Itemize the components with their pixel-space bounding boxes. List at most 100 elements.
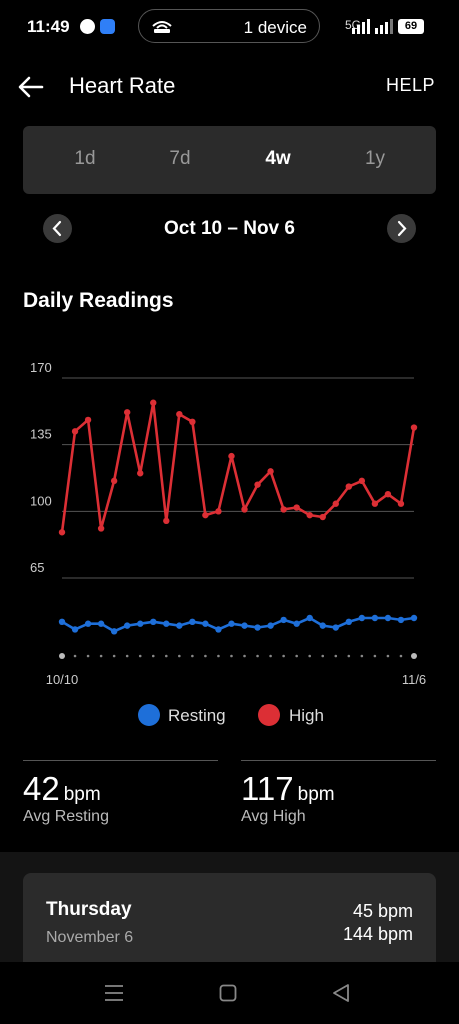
card-resting-bpm: 45 bpm xyxy=(352,901,413,921)
data-point-resting xyxy=(202,620,209,627)
x-axis-dot xyxy=(230,654,233,658)
data-point-resting xyxy=(319,622,326,629)
status-bar: 11:49 1 device 5G 69 xyxy=(0,0,459,52)
data-point-resting xyxy=(267,622,274,629)
y-tick-label: 65 xyxy=(30,560,44,575)
hotspot-pill[interactable]: 1 device xyxy=(138,9,320,43)
data-point-high xyxy=(397,500,405,507)
avg-high-label: Avg High xyxy=(241,808,306,825)
data-point-resting xyxy=(371,614,379,622)
data-point-high xyxy=(306,511,313,519)
data-point-resting xyxy=(110,628,118,635)
x-end-label: 11/6 xyxy=(402,672,426,687)
data-point-resting xyxy=(241,622,248,629)
data-point-resting xyxy=(228,620,235,627)
back-nav-icon[interactable] xyxy=(332,983,350,1003)
data-point-resting xyxy=(384,614,392,622)
data-point-high xyxy=(254,481,261,488)
data-point-high xyxy=(176,410,183,418)
x-axis-dot xyxy=(399,654,403,658)
data-point-high xyxy=(202,511,209,519)
avg-resting-label: Avg Resting xyxy=(23,808,109,825)
back-arrow-icon[interactable] xyxy=(16,72,46,102)
avg-resting-value: 42 bpm xyxy=(23,770,101,808)
data-point-high xyxy=(123,409,131,416)
data-point-high xyxy=(267,468,274,475)
data-point-high xyxy=(189,418,196,426)
series-line-resting xyxy=(61,616,415,633)
hotspot-text: 1 device xyxy=(243,18,307,37)
data-point-resting xyxy=(58,618,66,626)
data-point-resting xyxy=(137,620,144,627)
signal-icon-2 xyxy=(375,19,393,34)
divider xyxy=(23,760,218,761)
heart-rate-chart[interactable]: 65 100 135 170 10/10 11/6 xyxy=(0,340,459,700)
range-tabs: 1d 7d 4w 1y xyxy=(23,126,436,194)
data-point-high xyxy=(384,490,392,498)
data-point-resting xyxy=(71,626,79,633)
data-point-resting xyxy=(345,618,353,626)
data-point-high xyxy=(345,483,353,490)
tab-4w[interactable]: 4w xyxy=(265,148,291,169)
data-point-high xyxy=(84,416,92,424)
recent-apps-icon[interactable] xyxy=(104,984,124,1002)
x-axis-dot xyxy=(411,653,417,659)
x-axis-dot xyxy=(373,654,377,658)
x-axis-dot xyxy=(217,654,220,658)
data-point-resting xyxy=(97,620,105,627)
data-point-resting xyxy=(306,614,313,622)
data-point-high xyxy=(163,517,170,525)
x-axis-dot xyxy=(295,654,298,658)
next-range-button[interactable] xyxy=(387,214,416,243)
legend-resting-label: Resting xyxy=(168,706,226,725)
tab-1d[interactable]: 1d xyxy=(74,148,96,169)
x-axis-dot xyxy=(125,654,129,658)
legend-high-label: High xyxy=(289,706,324,725)
x-axis-dot xyxy=(204,654,207,658)
card-day: Thursday xyxy=(46,899,132,920)
x-axis-dot xyxy=(99,654,103,658)
x-axis-dot xyxy=(59,653,65,659)
x-axis-dot xyxy=(86,654,90,658)
x-axis-dot xyxy=(243,654,246,658)
section-title: Daily Readings xyxy=(23,289,174,312)
x-axis-dot xyxy=(73,654,77,658)
x-axis-dot xyxy=(360,654,364,658)
system-navigation-bar xyxy=(0,962,459,1024)
hotspot-icon xyxy=(152,21,172,33)
tab-1y[interactable]: 1y xyxy=(364,148,386,169)
x-axis-dot xyxy=(386,654,390,658)
x-axis-dot xyxy=(282,654,285,658)
data-point-high xyxy=(358,477,366,485)
date-range: Oct 10 – Nov 6 xyxy=(164,218,295,239)
data-point-resting xyxy=(176,622,183,629)
x-axis-dot xyxy=(321,654,325,658)
data-point-high xyxy=(371,500,379,507)
x-axis-dot xyxy=(151,654,155,658)
data-point-high xyxy=(319,513,326,521)
data-point-high xyxy=(58,529,66,536)
x-axis-dot xyxy=(256,654,259,658)
x-axis-dot xyxy=(191,654,194,658)
data-point-resting xyxy=(84,620,92,627)
x-axis-dot xyxy=(178,654,181,658)
data-point-resting xyxy=(280,616,287,624)
help-button[interactable]: HELP xyxy=(386,75,436,95)
y-tick-label: 135 xyxy=(30,427,52,442)
data-point-high xyxy=(410,424,418,431)
data-point-high xyxy=(97,525,105,532)
series-line-high xyxy=(60,401,416,533)
data-point-resting xyxy=(150,618,157,626)
tab-7d[interactable]: 7d xyxy=(169,148,191,169)
card-date: November 6 xyxy=(46,929,134,946)
data-point-high xyxy=(280,506,287,513)
signal-icon xyxy=(352,19,370,34)
home-icon[interactable] xyxy=(219,984,237,1002)
x-axis-dot xyxy=(269,654,272,658)
data-point-resting xyxy=(293,620,300,627)
previous-range-button[interactable] xyxy=(43,214,72,243)
app-notification-icon xyxy=(100,19,115,34)
x-axis-dot xyxy=(138,654,142,658)
page-title: Heart Rate xyxy=(69,73,176,98)
divider xyxy=(241,760,436,761)
